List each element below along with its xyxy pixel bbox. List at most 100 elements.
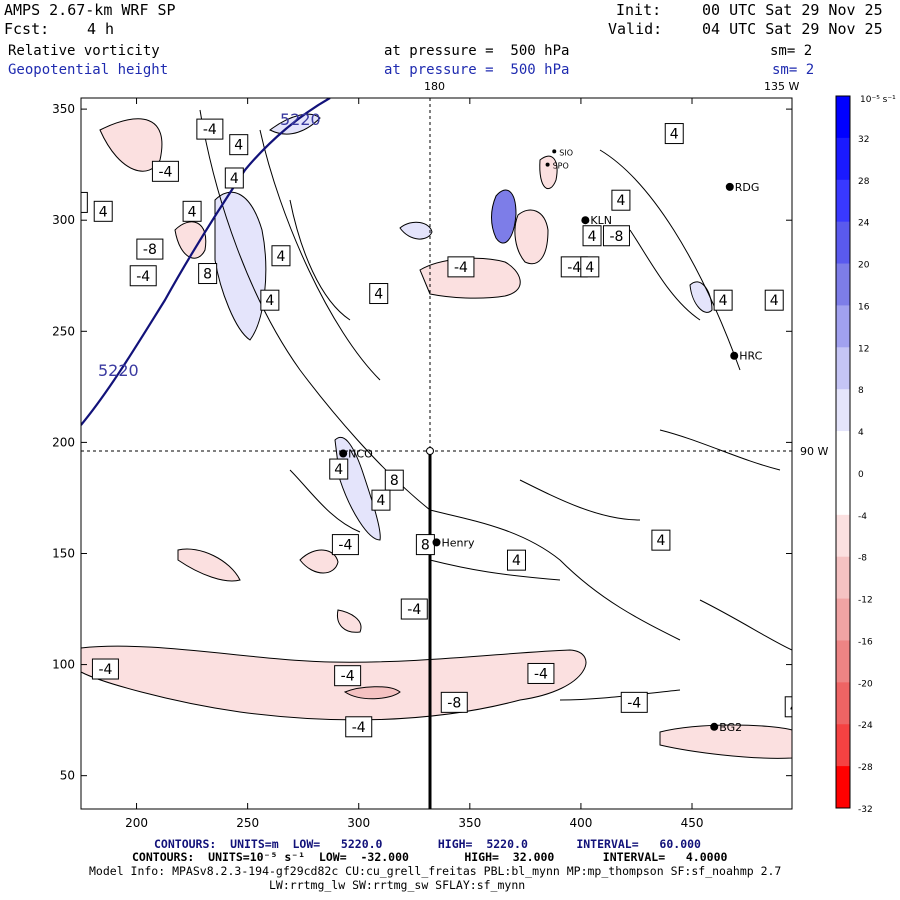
contour-label-box <box>369 283 389 305</box>
y-tick-label: 300 <box>52 213 75 227</box>
contour-label: -4 <box>620 691 648 713</box>
contour-label: -8 <box>136 238 164 260</box>
contour-label-text: -4 <box>98 662 112 678</box>
pink-blob-2 <box>177 548 241 582</box>
fcst-value: 4 h <box>87 20 115 38</box>
colorbar-segment <box>836 389 850 432</box>
crosshair-center-marker <box>426 447 434 455</box>
contour-label-box <box>229 134 249 156</box>
blue-region-8 <box>214 191 267 341</box>
footer-radiation: LW:rrtmg_lw SW:rrtmg_sw SFLAY:sf_mynn <box>269 878 526 892</box>
pink-core-8 <box>343 686 401 700</box>
colorbar-tick-label: -8 <box>858 554 867 564</box>
colorbar-tick-label: -20 <box>858 679 873 689</box>
colorbar-segment <box>836 137 850 181</box>
contour-label-box <box>198 263 218 285</box>
model-title: AMPS 2.67-km WRF SP <box>4 1 176 19</box>
contour-label: -4 <box>400 598 428 620</box>
contour-label-box <box>93 200 113 222</box>
contour-label: -8 <box>440 691 468 713</box>
init-label: Init: <box>616 1 662 19</box>
pink-blob-w <box>174 221 207 259</box>
contour-label-text: -4 <box>407 602 421 618</box>
contour-line-1 <box>199 109 681 641</box>
contour-label-box <box>371 489 391 511</box>
colorbar-tick-label: -24 <box>858 721 873 731</box>
colorbar-segment <box>836 682 850 725</box>
contour-label: 4 <box>664 123 684 145</box>
pink-blob-bg2 <box>659 724 792 759</box>
contour-label-text: 4 <box>99 204 108 220</box>
colorbar-segment <box>836 221 850 265</box>
y-tick-label: 350 <box>52 102 75 116</box>
contour-label-text: -4 <box>341 669 355 685</box>
contour-label: -4 <box>345 716 373 738</box>
contour-label-text: 4 <box>376 493 385 509</box>
blue-blob-north <box>269 113 321 135</box>
contour-line-6 <box>599 149 741 371</box>
contour-label-box <box>329 458 349 480</box>
contour-label-text: 8 <box>390 473 399 489</box>
contour-label-text: 8 <box>421 538 430 554</box>
pink-blob-3 <box>336 609 362 633</box>
colorbar-segment <box>836 179 850 223</box>
pink-blob-1 <box>299 549 339 574</box>
colorbar-segment <box>836 598 850 641</box>
contour-label: 4 <box>271 245 291 267</box>
station-label: KLN <box>590 214 612 227</box>
contour-label-text: -4 <box>534 666 548 682</box>
station-label: SPO <box>553 162 569 171</box>
y-tick-label: 200 <box>52 435 75 449</box>
blue-core-kln <box>491 189 517 244</box>
contour-label-text: 4 <box>265 293 274 309</box>
contour-label-box <box>400 598 428 620</box>
station-marker <box>730 351 739 360</box>
pink-blob-nw <box>99 118 163 172</box>
station-hrc: HRC <box>730 350 763 363</box>
contour-label: 4 <box>611 189 631 211</box>
contour-label-box <box>182 200 202 222</box>
y-tick-label: 250 <box>52 324 75 338</box>
pressure2-label: at pressure = 500 hPa <box>384 62 570 78</box>
colorbar-tick-label: 20 <box>858 261 870 271</box>
colorbar-tick-label: -32 <box>858 805 873 815</box>
x-tick-label: 450 <box>681 816 704 830</box>
contour-label: -4 <box>331 534 359 556</box>
field1-label: Relative vorticity <box>8 43 160 59</box>
colorbar-segment <box>836 724 850 767</box>
contour-label-text: -4 <box>567 260 581 276</box>
contour-label-text: 4 <box>334 462 343 478</box>
contour-label: -4 <box>129 265 157 287</box>
x-tick-label: 350 <box>458 816 481 830</box>
colorbar-tick-label: 28 <box>858 177 870 187</box>
contour-label: 4 <box>93 200 113 222</box>
contour-label-box <box>91 658 119 680</box>
contour-label-text: 4 <box>277 249 286 265</box>
contour-label-box <box>651 529 671 551</box>
colorbar-tick-label: 16 <box>858 302 870 312</box>
contour-label: -4 <box>527 662 555 684</box>
colorbar-segment <box>836 347 850 390</box>
station-label: SIO <box>559 148 573 157</box>
colorbar-unit: 10⁻⁵ s⁻¹ <box>860 95 896 105</box>
colorbar-segment <box>836 766 850 809</box>
contour-label-box <box>440 691 468 713</box>
contour-label: 8 <box>415 534 435 556</box>
station-kln: KLN <box>581 214 612 227</box>
footer-contours-vorticity: CONTOURS: UNITS=10⁻⁵ s⁻¹ LOW= -32.000 HI… <box>132 850 728 864</box>
contour-label-box <box>784 696 792 718</box>
contour-label-text: 4 <box>230 171 239 187</box>
contour-label: 4 <box>713 289 733 311</box>
station-marker <box>552 149 557 154</box>
contour-label-box <box>331 534 359 556</box>
y-tick-label: 50 <box>60 769 75 783</box>
contour-label-text: -4 <box>158 164 172 180</box>
station-bg2: BG2 <box>710 721 742 734</box>
contour-label-box <box>151 160 179 182</box>
contour-label-text: 4 <box>670 127 679 143</box>
contour-label-box <box>580 256 600 278</box>
contour-label-text: 4 <box>234 138 243 154</box>
contour-label-box <box>271 245 291 267</box>
x-tick-label: 300 <box>347 816 370 830</box>
